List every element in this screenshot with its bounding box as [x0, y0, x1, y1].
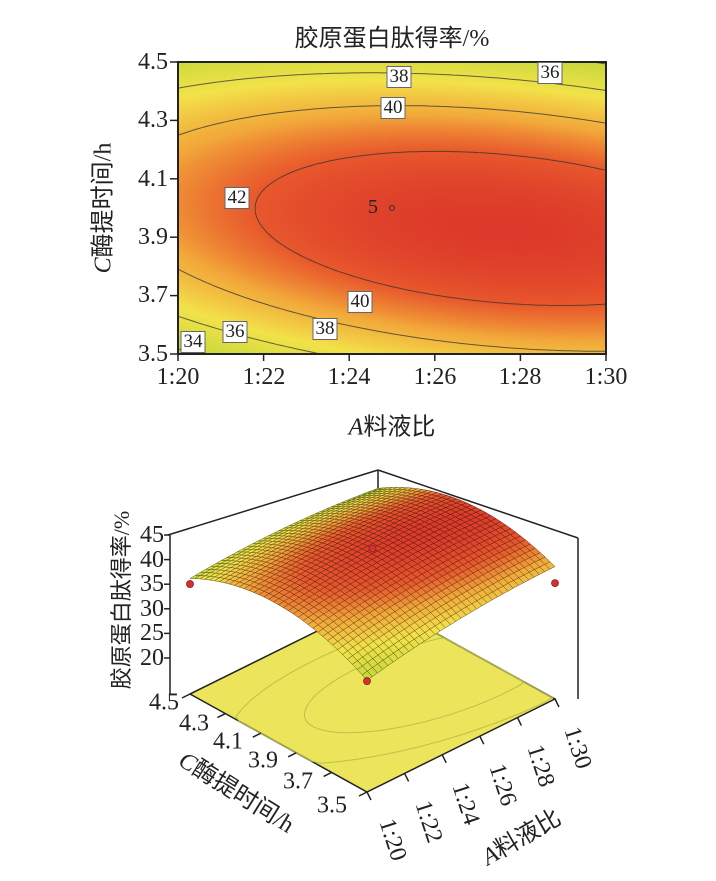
c-tick-label: 3.7	[283, 768, 313, 795]
design-point-count-label: 5	[368, 196, 378, 218]
a-tick-mark	[554, 698, 560, 708]
a-tick-mark	[479, 735, 485, 745]
c-tick-mark	[181, 693, 191, 699]
design-point-marker	[389, 205, 395, 211]
z-tick-label: 40	[140, 547, 164, 573]
floor-contour	[303, 637, 525, 734]
x-tick-label: 1:26	[413, 364, 457, 390]
z-tick-label: 30	[140, 596, 164, 622]
design-point	[186, 580, 194, 588]
c-tick-label: 3.5	[317, 792, 347, 819]
contour-label: 40	[347, 291, 373, 313]
x-axis-title: A料液比	[349, 407, 436, 442]
x-tick-label: 1:24	[327, 364, 371, 390]
z-tick-label: 45	[140, 522, 164, 548]
y-tick-label: 4.5	[138, 49, 168, 75]
contour-label: 36	[222, 321, 248, 343]
c-tick-mark	[287, 752, 297, 758]
a-tick-mark	[403, 773, 410, 782]
c-tick-mark	[323, 771, 332, 778]
contour-chart-title: 胶原蛋白肽得率/%	[294, 26, 490, 52]
y-tick-label: 3.7	[138, 282, 168, 308]
contour-label: 36	[537, 62, 563, 84]
x-tick-label: 1:22	[242, 364, 286, 390]
contour-label: 38	[386, 66, 412, 88]
contour-label: 38	[312, 318, 338, 340]
design-point	[368, 544, 377, 553]
contour-label: 34	[180, 331, 206, 353]
c-tick-mark	[252, 732, 262, 738]
z-axis-title: 胶原蛋白肽得率/%	[109, 510, 134, 690]
x-tick-label: 1:28	[498, 364, 542, 390]
z-tick-label: 25	[140, 620, 164, 646]
c-tick-label: 4.5	[149, 689, 179, 716]
contour-label: 42	[224, 187, 250, 209]
y-tick-label: 3.9	[138, 224, 168, 250]
c-tick-mark	[358, 791, 368, 797]
a-tick-mark	[366, 791, 372, 801]
c-tick-label: 4.3	[179, 710, 209, 737]
c-tick-mark	[217, 712, 226, 719]
z-tick-label: 35	[140, 571, 164, 597]
y-tick-label: 4.3	[138, 107, 168, 133]
contour-plot-frame	[177, 61, 607, 355]
y-tick-label: 4.1	[138, 166, 168, 192]
c-tick-label: 3.9	[248, 747, 278, 774]
c-tick-label: 4.1	[213, 728, 243, 755]
contour-line-42	[254, 150, 607, 306]
z-tick-label: 20	[140, 645, 164, 671]
a-tick-mark	[516, 717, 523, 726]
x-tick-label: 1:30	[584, 364, 628, 390]
surface-patch	[361, 670, 373, 681]
box-edge	[167, 469, 379, 536]
a-tick-mark	[441, 754, 447, 764]
design-point	[551, 579, 559, 588]
box-edge	[377, 469, 579, 539]
y-tick-label: 3.5	[138, 341, 168, 367]
contour-label: 40	[380, 97, 406, 119]
x-axis-text: 料液比	[363, 414, 436, 441]
x-axis-var: A	[348, 414, 364, 441]
x-tick-label: 1:20	[156, 364, 200, 390]
design-point	[363, 677, 371, 685]
